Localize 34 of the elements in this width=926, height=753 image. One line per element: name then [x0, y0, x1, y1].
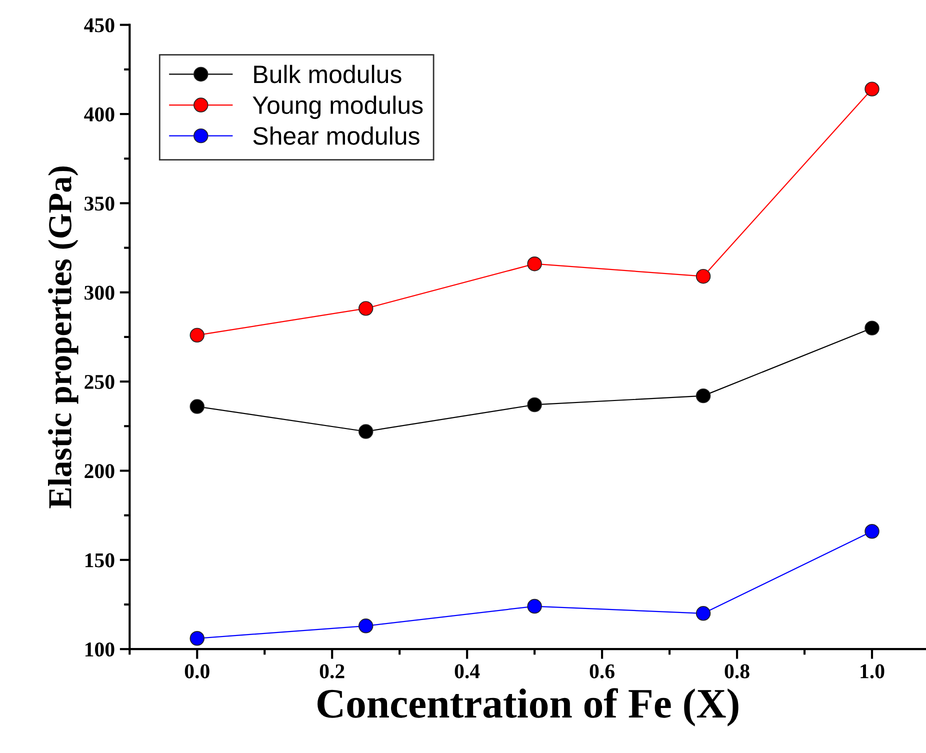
y-tick-label: 450 [84, 18, 114, 32]
x-tick-label: 0.4 [454, 664, 480, 678]
legend-label: Bulk modulus [254, 64, 402, 84]
point [190, 399, 204, 414]
x-axis-title: Concentration of Fe (X) [318, 688, 738, 726]
x-tick-label: 0.6 [590, 664, 614, 678]
legend-label: Young modulus [252, 96, 423, 119]
y-tick-label: 350 [84, 196, 114, 211]
point [864, 320, 880, 336]
point [358, 618, 374, 634]
y-tick-label: 150 [85, 553, 114, 568]
point [190, 328, 204, 343]
x-tick-label: 0.2 [320, 664, 344, 678]
point [696, 388, 711, 404]
point [190, 631, 204, 646]
x-tick-label: 1.0 [860, 664, 884, 678]
y-axis-title: Elastic properties (GPa) [48, 166, 78, 508]
point [864, 524, 880, 539]
x-tick-label: 0.8 [724, 664, 750, 678]
point [527, 397, 542, 412]
point [696, 268, 711, 284]
point [527, 256, 542, 272]
y-tick-label: 250 [84, 374, 114, 389]
point [864, 82, 880, 96]
point [358, 424, 374, 439]
y-tick-label: 300 [84, 286, 114, 300]
point [358, 301, 374, 316]
point [696, 606, 711, 621]
x-tick-label: 0.0 [184, 664, 210, 678]
y-tick-label: 400 [84, 107, 114, 122]
y-tick-label: 100 [85, 642, 114, 657]
y-tick-label: 200 [84, 464, 114, 478]
point [527, 598, 542, 614]
legend-label: Shear modulus [253, 126, 420, 145]
